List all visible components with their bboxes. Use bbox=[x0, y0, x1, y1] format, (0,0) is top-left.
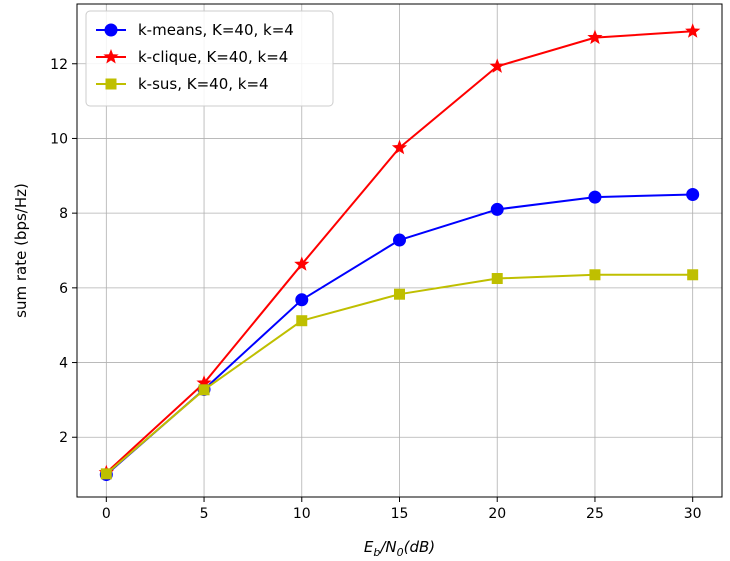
data-point bbox=[685, 23, 701, 38]
x-tick-label: 15 bbox=[391, 506, 409, 522]
data-point bbox=[588, 190, 602, 204]
data-point bbox=[687, 269, 699, 281]
data-point bbox=[391, 139, 408, 155]
data-point bbox=[686, 187, 700, 201]
data-point bbox=[490, 202, 504, 216]
legend-label: k-clique, K=40, k=4 bbox=[138, 48, 288, 66]
legend-item: k-sus, K=40, k=4 bbox=[96, 75, 269, 93]
x-tick-label: 5 bbox=[200, 506, 209, 522]
legend-item: k-means, K=40, k=4 bbox=[96, 21, 294, 39]
y-axis-label: sum rate (bps/Hz) bbox=[12, 183, 30, 318]
y-tick-label: 2 bbox=[59, 430, 68, 446]
x-tick-label: 10 bbox=[293, 506, 311, 522]
data-point bbox=[589, 269, 601, 281]
data-point bbox=[296, 315, 308, 327]
series-3 bbox=[100, 269, 699, 480]
y-tick-label: 12 bbox=[50, 57, 68, 73]
y-tick-label: 6 bbox=[59, 281, 68, 297]
data-point bbox=[295, 293, 309, 307]
data-point bbox=[198, 384, 210, 396]
y-tick-label: 4 bbox=[59, 356, 68, 372]
legend-marker bbox=[105, 78, 117, 90]
legend-label: k-sus, K=40, k=4 bbox=[138, 75, 269, 93]
data-point bbox=[489, 58, 505, 73]
legend-item: k-clique, K=40, k=4 bbox=[96, 48, 288, 66]
y-tick-label: 8 bbox=[59, 206, 68, 222]
series-layer bbox=[98, 23, 701, 482]
axis-ticks: 0 5 10 15 20 25 30 2 4 6 8 10 12 bbox=[50, 57, 701, 522]
data-point bbox=[491, 273, 503, 285]
x-tick-label: 0 bbox=[102, 506, 111, 522]
data-point bbox=[393, 233, 406, 247]
x-tick-label: 25 bbox=[586, 506, 604, 522]
data-point bbox=[587, 29, 603, 45]
data-point bbox=[196, 375, 212, 390]
x-axis-label: Eb/N0(dB) bbox=[364, 538, 435, 559]
data-point bbox=[394, 288, 405, 300]
legend: k-means, K=40, k=4 k-clique, K=40, k=4 k-s… bbox=[85, 10, 334, 107]
y-tick-label: 10 bbox=[50, 131, 68, 147]
legend-label: k-means, K=40, k=4 bbox=[138, 21, 294, 39]
legend-marker bbox=[104, 23, 118, 37]
legend-box bbox=[85, 10, 334, 107]
legend-marker bbox=[103, 49, 119, 64]
data-point bbox=[100, 468, 112, 480]
x-tick-label: 30 bbox=[684, 506, 702, 522]
x-tick-label: 20 bbox=[488, 506, 506, 522]
data-point bbox=[294, 256, 310, 271]
